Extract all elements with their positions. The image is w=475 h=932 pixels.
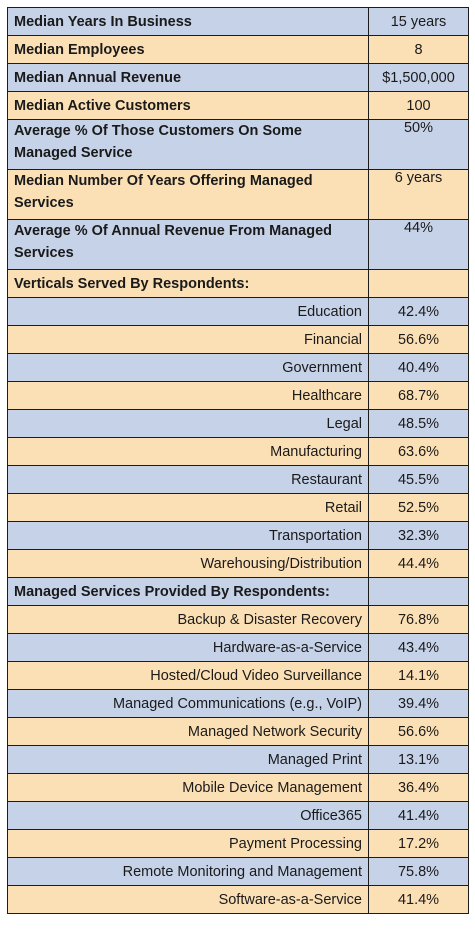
service-value: 14.1% [368, 661, 469, 690]
summary-value: $1,500,000 [368, 63, 469, 92]
vertical-label: Education [7, 297, 369, 326]
service-value: 41.4% [368, 801, 469, 830]
services-header: Managed Services Provided By Respondents… [7, 577, 369, 606]
service-label: Managed Network Security [7, 717, 369, 746]
vertical-value: 56.6% [368, 325, 469, 354]
summary-row-revenue-from-managed-services: Average % Of Annual Revenue From Managed… [7, 219, 469, 270]
summary-value: 44% [368, 219, 469, 270]
services-header-row: Managed Services Provided By Respondents… [7, 577, 469, 606]
service-row: Mobile Device Management 36.4% [7, 773, 469, 802]
vertical-row: Government 40.4% [7, 353, 469, 382]
service-label: Managed Communications (e.g., VoIP) [7, 689, 369, 718]
vertical-row: Legal 48.5% [7, 409, 469, 438]
service-value: 13.1% [368, 745, 469, 774]
service-row: Managed Network Security 56.6% [7, 717, 469, 746]
summary-label: Median Years In Business [7, 7, 369, 36]
vertical-value: 44.4% [368, 549, 469, 578]
vertical-label: Restaurant [7, 465, 369, 494]
service-value: 17.2% [368, 829, 469, 858]
vertical-value: 45.5% [368, 465, 469, 494]
summary-label: Median Active Customers [7, 91, 369, 120]
service-value: 36.4% [368, 773, 469, 802]
summary-label: Median Employees [7, 35, 369, 64]
services-header-empty-cell [368, 577, 469, 606]
summary-row-annual-revenue: Median Annual Revenue $1,500,000 [7, 63, 469, 92]
service-label: Hardware-as-a-Service [7, 633, 369, 662]
service-row: Payment Processing 17.2% [7, 829, 469, 858]
summary-row-years-in-business: Median Years In Business 15 years [7, 7, 469, 36]
vertical-value: 63.6% [368, 437, 469, 466]
vertical-value: 32.3% [368, 521, 469, 550]
summary-row-customers-on-managed-service: Average % Of Those Customers On Some Man… [7, 119, 469, 170]
vertical-value: 68.7% [368, 381, 469, 410]
service-row: Managed Communications (e.g., VoIP) 39.4… [7, 689, 469, 718]
vertical-label: Healthcare [7, 381, 369, 410]
vertical-row: Transportation 32.3% [7, 521, 469, 550]
survey-results-table: Median Years In Business 15 years Median… [7, 7, 469, 914]
vertical-row: Manufacturing 63.6% [7, 437, 469, 466]
vertical-row: Financial 56.6% [7, 325, 469, 354]
summary-row-active-customers: Median Active Customers 100 [7, 91, 469, 120]
service-label: Backup & Disaster Recovery [7, 605, 369, 634]
vertical-row: Education 42.4% [7, 297, 469, 326]
summary-label: Median Annual Revenue [7, 63, 369, 92]
summary-row-employees: Median Employees 8 [7, 35, 469, 64]
summary-value: 8 [368, 35, 469, 64]
service-value: 75.8% [368, 857, 469, 886]
service-value: 56.6% [368, 717, 469, 746]
vertical-label: Financial [7, 325, 369, 354]
summary-value: 6 years [368, 169, 469, 220]
service-label: Remote Monitoring and Management [7, 857, 369, 886]
vertical-row: Warehousing/Distribution 44.4% [7, 549, 469, 578]
service-row: Remote Monitoring and Management 75.8% [7, 857, 469, 886]
summary-value: 50% [368, 119, 469, 170]
verticals-header-row: Verticals Served By Respondents: [7, 269, 469, 298]
vertical-value: 42.4% [368, 297, 469, 326]
vertical-label: Legal [7, 409, 369, 438]
service-row: Managed Print 13.1% [7, 745, 469, 774]
service-label: Software-as-a-Service [7, 885, 369, 914]
vertical-label: Warehousing/Distribution [7, 549, 369, 578]
service-label: Office365 [7, 801, 369, 830]
summary-value: 15 years [368, 7, 469, 36]
service-value: 39.4% [368, 689, 469, 718]
vertical-row: Healthcare 68.7% [7, 381, 469, 410]
service-label: Payment Processing [7, 829, 369, 858]
verticals-header: Verticals Served By Respondents: [7, 269, 369, 298]
verticals-header-empty-cell [368, 269, 469, 298]
service-value: 76.8% [368, 605, 469, 634]
service-row: Hardware-as-a-Service 43.4% [7, 633, 469, 662]
summary-row-years-offering-managed-services: Median Number Of Years Offering Managed … [7, 169, 469, 220]
service-row: Office365 41.4% [7, 801, 469, 830]
service-label: Hosted/Cloud Video Surveillance [7, 661, 369, 690]
service-label: Managed Print [7, 745, 369, 774]
service-row: Backup & Disaster Recovery 76.8% [7, 605, 469, 634]
service-value: 43.4% [368, 633, 469, 662]
vertical-value: 52.5% [368, 493, 469, 522]
service-row: Software-as-a-Service 41.4% [7, 885, 469, 914]
vertical-label: Transportation [7, 521, 369, 550]
summary-label: Median Number Of Years Offering Managed … [7, 169, 369, 220]
summary-label: Average % Of Annual Revenue From Managed… [7, 219, 369, 270]
summary-label: Average % Of Those Customers On Some Man… [7, 119, 369, 170]
vertical-row: Restaurant 45.5% [7, 465, 469, 494]
summary-value: 100 [368, 91, 469, 120]
service-label: Mobile Device Management [7, 773, 369, 802]
vertical-row: Retail 52.5% [7, 493, 469, 522]
vertical-value: 40.4% [368, 353, 469, 382]
vertical-value: 48.5% [368, 409, 469, 438]
vertical-label: Government [7, 353, 369, 382]
vertical-label: Retail [7, 493, 369, 522]
service-value: 41.4% [368, 885, 469, 914]
vertical-label: Manufacturing [7, 437, 369, 466]
service-row: Hosted/Cloud Video Surveillance 14.1% [7, 661, 469, 690]
